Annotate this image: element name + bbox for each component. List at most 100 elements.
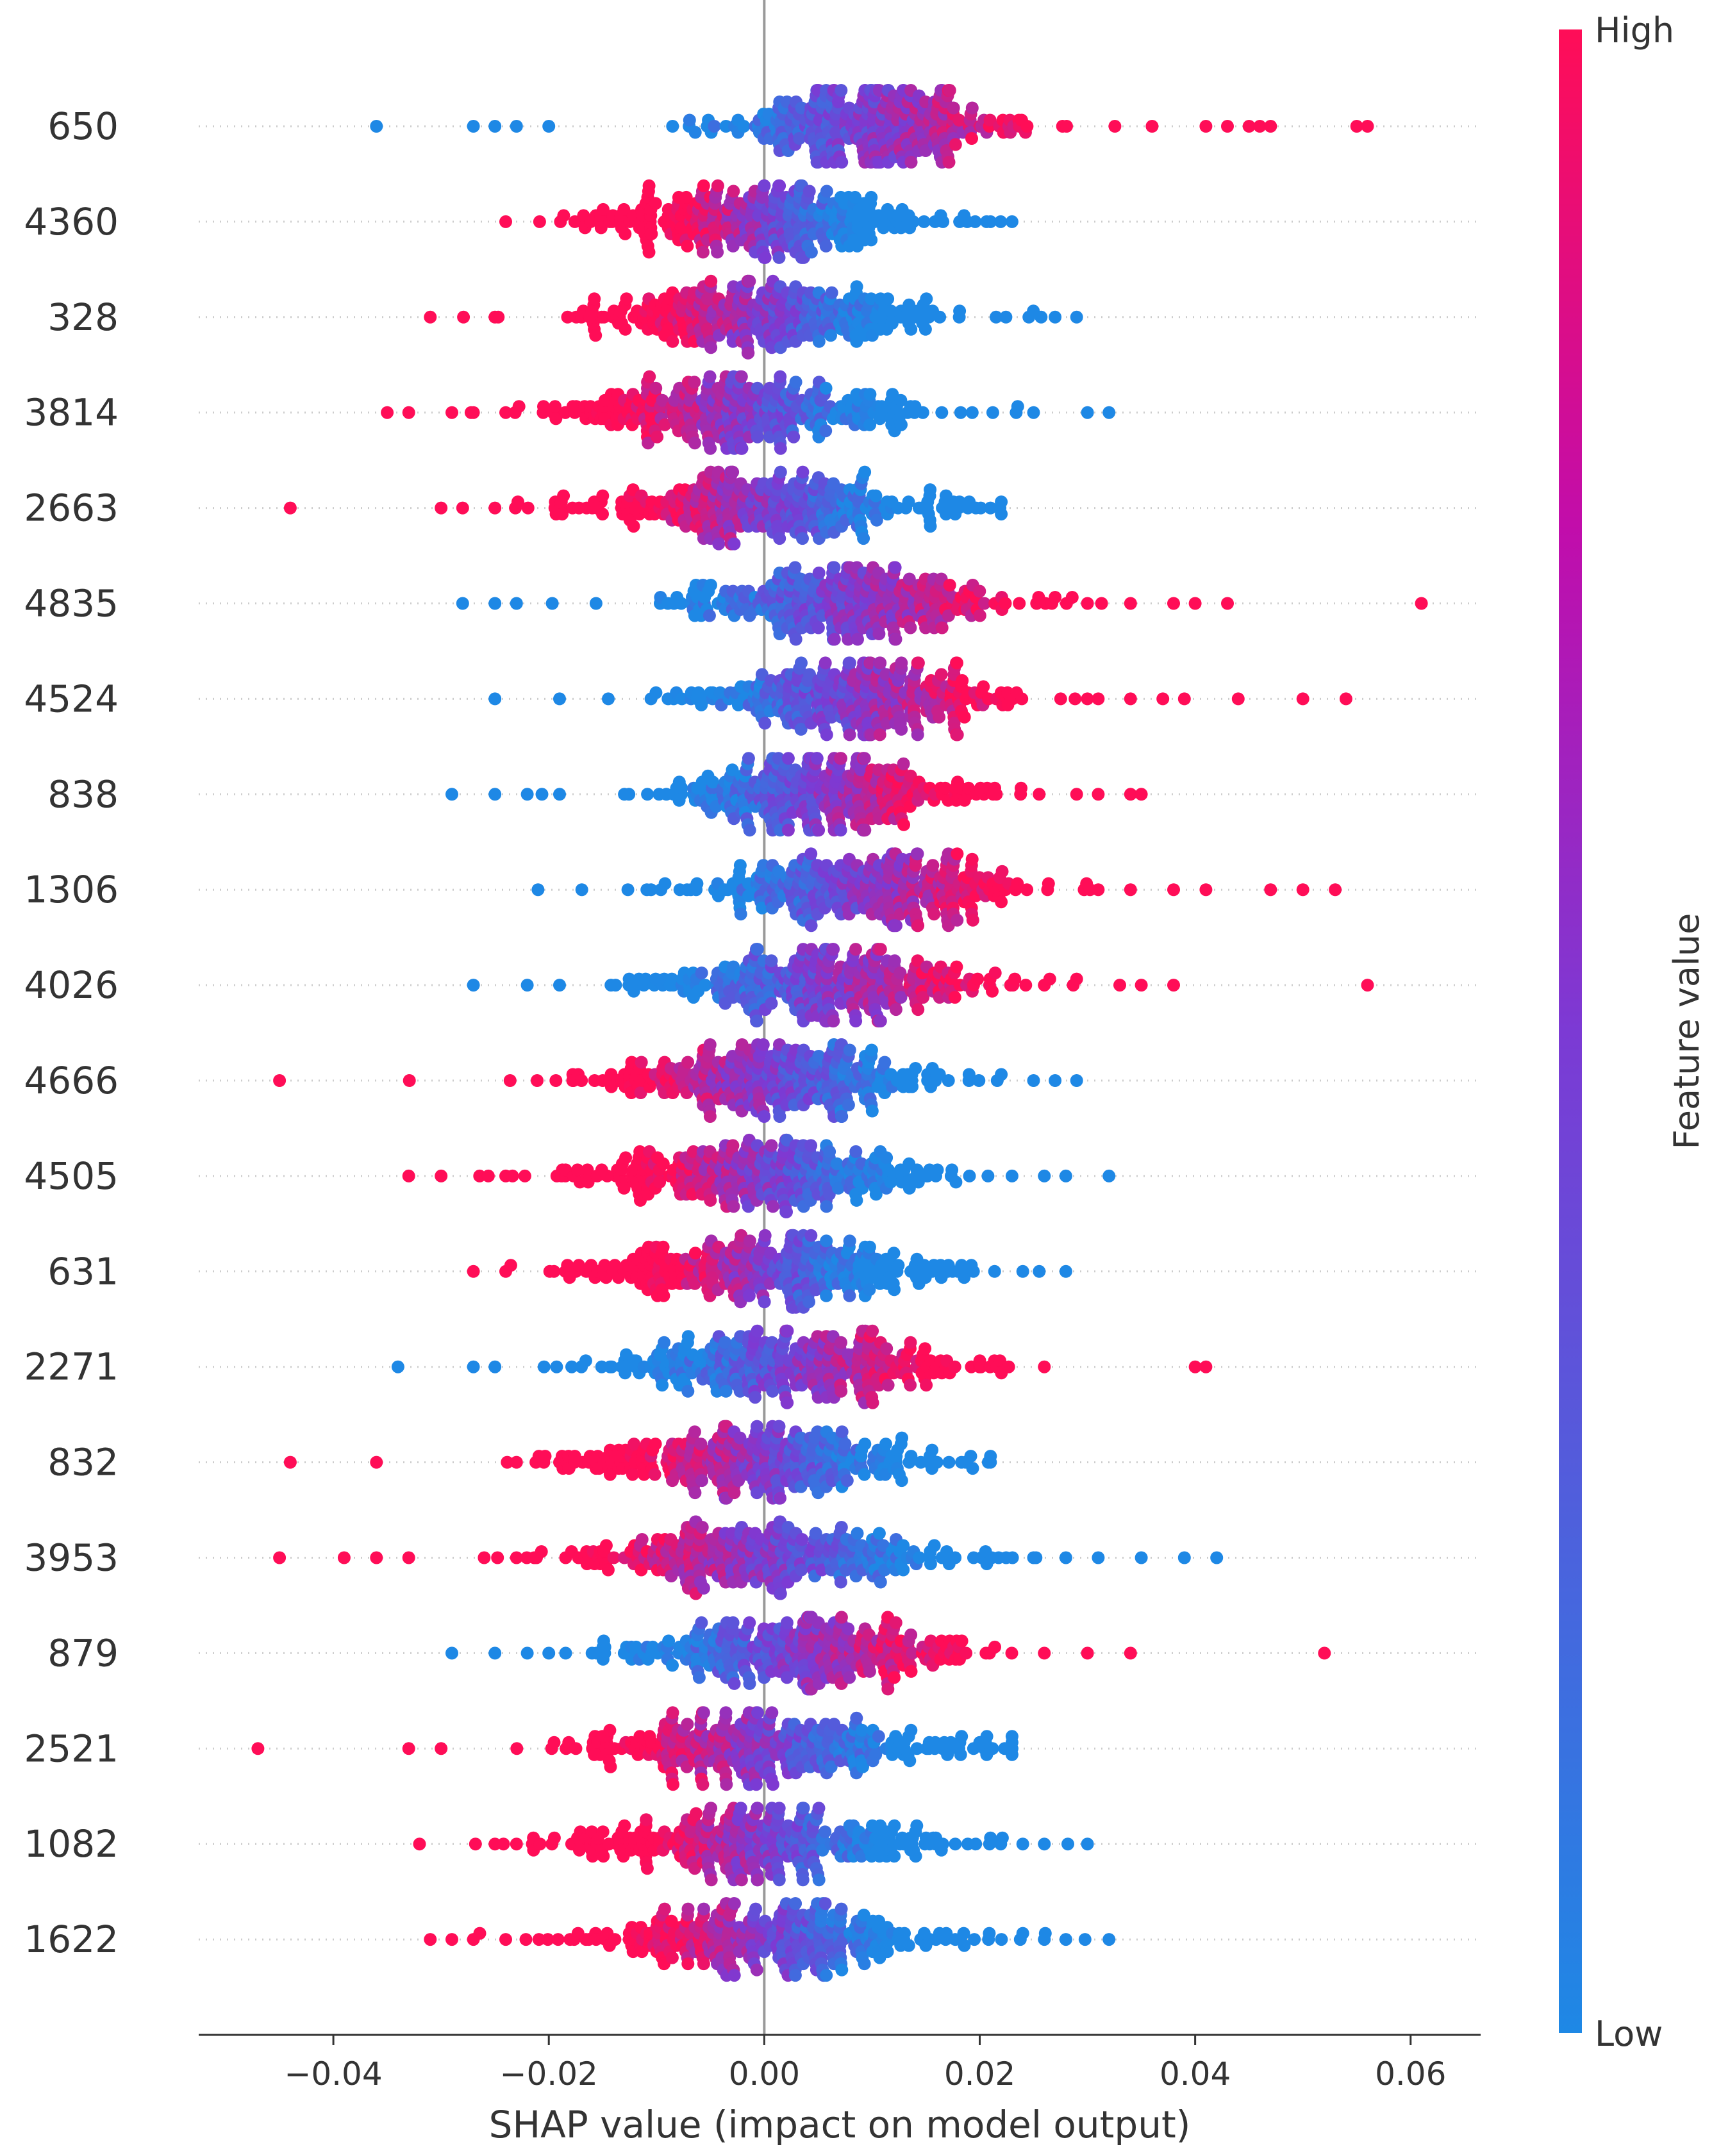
shap-point bbox=[789, 376, 802, 389]
shap-point bbox=[843, 1289, 856, 1302]
shap-point bbox=[1264, 120, 1277, 133]
shap-point bbox=[865, 190, 878, 204]
shap-point bbox=[467, 979, 480, 992]
shap-point bbox=[535, 1545, 548, 1558]
shap-point bbox=[781, 752, 795, 765]
shap-point bbox=[756, 1038, 770, 1051]
shap-point bbox=[499, 406, 512, 419]
shap-point bbox=[1027, 1074, 1040, 1087]
shap-point bbox=[575, 883, 588, 897]
shap-point bbox=[734, 908, 747, 921]
shap-point bbox=[951, 728, 964, 742]
shap-point bbox=[872, 627, 886, 640]
shap-point bbox=[865, 233, 878, 247]
shap-point bbox=[895, 418, 908, 431]
shap-point bbox=[649, 381, 663, 395]
shap-point bbox=[835, 1336, 847, 1349]
shap-point bbox=[645, 227, 658, 240]
shap-point bbox=[391, 1360, 404, 1373]
shap-point bbox=[819, 424, 833, 438]
shap-point bbox=[533, 215, 546, 228]
shap-point bbox=[930, 1455, 944, 1469]
shap-point bbox=[445, 788, 458, 801]
shap-point bbox=[781, 1324, 794, 1338]
shap-point bbox=[965, 132, 978, 145]
shap-point bbox=[1016, 1265, 1029, 1278]
shap-point bbox=[549, 400, 561, 413]
shap-point bbox=[1035, 310, 1048, 324]
shap-point bbox=[920, 1379, 933, 1392]
shap-point bbox=[537, 1360, 551, 1373]
shap-point bbox=[965, 852, 979, 866]
shap-point bbox=[679, 190, 693, 204]
shap-point bbox=[889, 633, 902, 646]
shap-point bbox=[835, 1425, 849, 1439]
shap-point bbox=[838, 1438, 852, 1451]
shap-point bbox=[743, 824, 756, 837]
shap-point bbox=[481, 1169, 495, 1182]
shap-point bbox=[488, 692, 502, 706]
shap-point bbox=[1177, 692, 1191, 706]
shap-point bbox=[995, 495, 1008, 509]
shap-point bbox=[1043, 972, 1056, 986]
shap-point bbox=[926, 859, 940, 872]
shap-point bbox=[945, 1163, 959, 1177]
shap-point bbox=[511, 495, 524, 509]
shap-point bbox=[1081, 597, 1094, 610]
shap-point bbox=[751, 430, 764, 444]
shap-point bbox=[656, 1379, 669, 1392]
shap-point bbox=[1199, 1360, 1213, 1373]
shap-point bbox=[988, 1265, 1001, 1278]
shap-point bbox=[1060, 120, 1073, 133]
shap-point bbox=[995, 508, 1008, 521]
shap-point bbox=[812, 335, 826, 348]
shap-point bbox=[1019, 979, 1033, 992]
shap-point bbox=[1329, 883, 1342, 897]
shap-point bbox=[965, 406, 979, 419]
shap-point bbox=[402, 406, 415, 419]
shap-point bbox=[983, 113, 997, 127]
shap-point bbox=[456, 501, 469, 515]
shap-point bbox=[919, 1342, 932, 1356]
shap-point bbox=[596, 508, 609, 521]
shap-point bbox=[520, 788, 534, 801]
shap-point bbox=[994, 215, 1008, 228]
shap-point bbox=[906, 1080, 919, 1093]
shap-point bbox=[510, 1455, 523, 1469]
shap-point bbox=[835, 1110, 849, 1123]
shap-point bbox=[1361, 120, 1374, 133]
shap-point bbox=[619, 227, 632, 240]
shap-point bbox=[557, 209, 570, 222]
shap-point bbox=[370, 1455, 383, 1469]
shap-point bbox=[1020, 120, 1034, 133]
shap-point bbox=[488, 597, 502, 610]
shap-point bbox=[542, 120, 556, 133]
shap-point bbox=[924, 520, 937, 533]
shap-point bbox=[735, 370, 748, 383]
shap-point bbox=[704, 579, 717, 592]
shap-point bbox=[704, 274, 718, 288]
shap-point bbox=[1108, 120, 1122, 133]
shap-point bbox=[642, 245, 656, 259]
shap-point bbox=[695, 966, 708, 980]
shap-point bbox=[936, 215, 950, 228]
shap-point bbox=[1092, 692, 1105, 706]
shap-point bbox=[909, 1062, 922, 1075]
shap-point bbox=[681, 1330, 695, 1343]
shap-point bbox=[704, 442, 717, 455]
shap-point bbox=[1011, 400, 1024, 413]
shap-point bbox=[703, 370, 717, 383]
shap-point bbox=[651, 430, 664, 444]
shap-point bbox=[952, 113, 966, 127]
shap-point bbox=[688, 376, 701, 389]
shap-point bbox=[865, 292, 878, 306]
shap-point bbox=[1145, 120, 1159, 133]
shap-point bbox=[697, 179, 710, 192]
shap-point bbox=[804, 1229, 818, 1242]
shap-point bbox=[712, 537, 726, 551]
shap-point bbox=[337, 1551, 351, 1564]
shap-point bbox=[681, 239, 694, 253]
shap-point bbox=[999, 310, 1013, 324]
shap-point bbox=[820, 1200, 833, 1213]
